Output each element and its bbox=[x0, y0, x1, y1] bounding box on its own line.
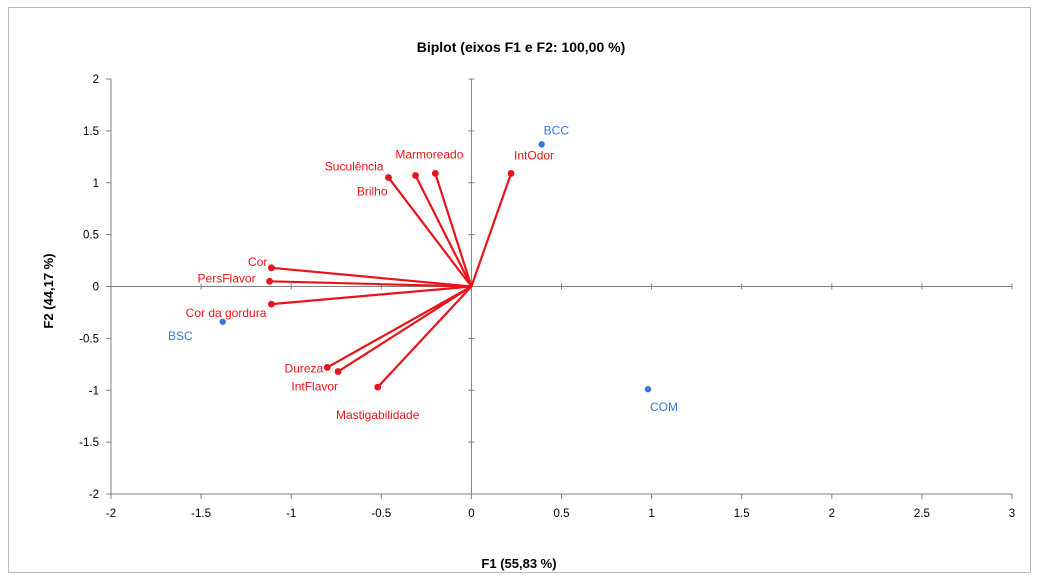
variable-label: IntFlavor bbox=[291, 380, 338, 394]
variable-point bbox=[267, 300, 275, 308]
observation-point bbox=[644, 386, 652, 393]
variable-point bbox=[323, 364, 331, 371]
variable-vector bbox=[337, 285, 472, 373]
variable-label: Suculência bbox=[325, 160, 384, 174]
variable-vector bbox=[387, 176, 473, 288]
variable-vector bbox=[326, 285, 472, 369]
variable-vector bbox=[271, 266, 472, 288]
points bbox=[219, 141, 652, 393]
variable-point bbox=[412, 172, 419, 179]
variable-point bbox=[385, 174, 392, 181]
variable-vectors bbox=[269, 173, 513, 388]
y-axis-title: F2 (44,17 %) bbox=[41, 253, 56, 328]
variable-vector bbox=[414, 174, 473, 287]
x-tick-label: -1.5 bbox=[191, 508, 211, 520]
y-tick-label: 2 bbox=[93, 74, 99, 86]
x-tick-label: 2 bbox=[829, 508, 835, 520]
variable-label: PersFlavor bbox=[198, 271, 256, 285]
x-tick-label: 1.5 bbox=[734, 508, 750, 520]
variable-label: Dureza bbox=[285, 361, 324, 375]
y-tick-label: 0.5 bbox=[83, 230, 99, 242]
variable-label: Mastigabilidade bbox=[336, 408, 420, 422]
labels: Marmoreado Suculência Brilho IntOdor Cor Pers… bbox=[168, 123, 678, 422]
chart-title: Biplot (eixos F1 e F2: 100,00 %) bbox=[417, 39, 626, 55]
observation-point bbox=[219, 318, 226, 325]
x-tick-label: 0 bbox=[468, 508, 474, 520]
variable-point bbox=[431, 170, 439, 177]
variable-point bbox=[334, 368, 342, 375]
x-tick-label: -1 bbox=[286, 508, 296, 520]
variable-vector bbox=[271, 285, 472, 306]
variable-point bbox=[267, 264, 275, 272]
y-tick-label: 0 bbox=[93, 282, 99, 294]
variable-point bbox=[507, 170, 515, 177]
observation-label: BSC bbox=[168, 329, 193, 343]
variable-label: Marmoreado bbox=[395, 147, 463, 161]
x-tick-label: -0.5 bbox=[371, 508, 391, 520]
x-tick-label: 2.5 bbox=[914, 508, 930, 520]
variable-label: Cor da gordura bbox=[186, 306, 267, 320]
y-tick-label: 1.5 bbox=[83, 126, 99, 138]
variable-vector bbox=[470, 173, 513, 287]
biplot-chart: Biplot (eixos F1 e F2: 100,00 %) -2 -1.5-… bbox=[41, 39, 1015, 571]
variable-vector bbox=[269, 280, 472, 288]
variable-label: IntOdor bbox=[514, 148, 554, 162]
y-tick-label: -0.5 bbox=[79, 333, 99, 345]
x-axis-title: F1 (55,83 %) bbox=[481, 556, 556, 571]
x-tick-label: 3 bbox=[1009, 508, 1015, 520]
x-tick-label: 1 bbox=[648, 508, 654, 520]
y-tick-label: 1 bbox=[93, 178, 99, 190]
variable-point bbox=[266, 277, 273, 285]
observation-point bbox=[538, 141, 545, 148]
x-tick-label: -2 bbox=[106, 508, 116, 520]
variable-label: Cor bbox=[248, 255, 267, 269]
variable-vector bbox=[434, 173, 473, 287]
observation-label: COM bbox=[650, 400, 678, 414]
variable-label: Brilho bbox=[357, 184, 388, 198]
y-tick-label: -1.5 bbox=[79, 437, 99, 449]
variable-vector bbox=[376, 285, 473, 388]
observation-label: BCC bbox=[544, 123, 570, 137]
y-tick-label: -2 bbox=[89, 489, 99, 501]
variable-point bbox=[374, 383, 382, 391]
x-tick-label: 0.5 bbox=[554, 508, 570, 520]
axes: -2 -1.5 -1 -0.5 0 0.5 1 1.5 2 2.5 3 -2 -1.5 -1 -0.5 0 0.… bbox=[79, 74, 1015, 520]
y-tick-label: -1 bbox=[89, 385, 99, 397]
chart-frame: Biplot (eixos F1 e F2: 100,00 %) -2 -1.5-… bbox=[8, 7, 1031, 573]
